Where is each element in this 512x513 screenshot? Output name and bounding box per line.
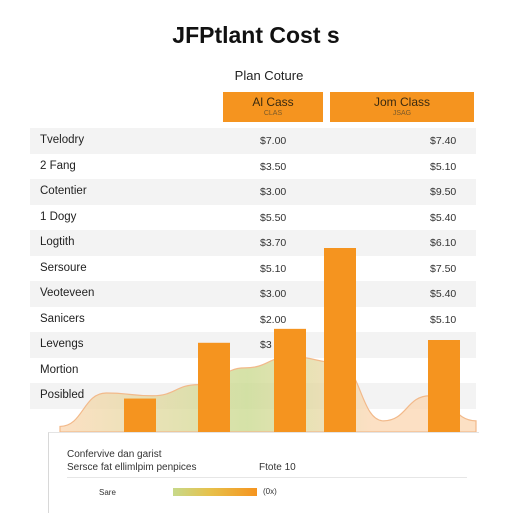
row-label: Veoteveen [40,287,95,299]
column-header-1: Al Cass CLAS [223,92,323,122]
cell-value: $3 [260,339,272,351]
cell-value: $5.10 [430,313,457,326]
legend-label: Sare [99,488,116,497]
cell-value: $5.10 [260,262,287,275]
column-header-2-name: Jom Class [373,95,430,109]
footer-divider [67,477,467,478]
cell-value: $3.70 [260,237,287,249]
row-label: Tvelodry [40,134,85,146]
bar [428,340,460,432]
cell-value: $3.50 [260,160,287,173]
table-row: 1 Dogy $5.50 $5.40 [30,205,476,231]
table-row: Mortion [30,358,476,384]
column-header-2: Jom Class JSAG [330,92,474,122]
cell-value: $5.40 [430,288,457,300]
cell-value: $5.50 [260,211,287,224]
table-row: Sersoure $5.10 $7.50 [30,256,476,282]
column-header-1-name: Al Cass [252,95,294,109]
table-row: Logtith $3.70 $6.10 [30,230,476,256]
cell-value: $3.00 [260,186,287,198]
table-row: Tvelodry $7.00 $7.40 [30,128,476,154]
cell-value: $2.00 [260,313,287,326]
row-label: Sersoure [40,261,87,274]
table-row: 2 Fang $3.50 $5.10 [30,154,476,180]
legend-value: (0x) [263,487,277,496]
cell-value: $5.40 [430,211,457,224]
footer-panel: Confervive dan garist Sersce fat ellimlp… [48,432,479,513]
table-row: Cotentier $3.00 $9.50 [30,179,476,205]
table-row: Veoteveen $3.00 $5.40 [30,281,476,307]
cell-value: $7.00 [260,135,287,147]
row-label: Mortion [40,363,79,376]
bar [198,342,230,432]
cell-value: $3.00 [260,288,287,300]
cell-value: $9.50 [430,186,457,198]
chart-subtitle: Plan Coture [234,68,304,83]
cell-value: $6.10 [430,237,457,249]
legend-color-bar [173,488,257,496]
row-label: Sanicers [40,312,85,325]
table-row: Sanicers $2.00 $5.10 [30,307,476,333]
cell-value: $7.40 [430,135,457,147]
row-label: Posibled [40,389,85,401]
column-header-2-sub: JSAG [392,110,412,117]
row-label: Logtith [40,236,75,248]
row-label: 2 Fang [40,159,76,172]
area-series [59,356,477,433]
footer-note-1: Confervive dan garist [67,449,162,460]
bar [274,328,306,432]
footer-note-2: Sersce fat ellimlpim penpices [67,462,197,473]
table-row: Levengs$3$2.10 [30,332,476,358]
bar [324,248,356,432]
cell-value: $7.50 [430,262,457,275]
cell-value: $5.10 [430,160,457,173]
footer-note-3: Ftote 10 [259,462,296,473]
column-header-1-sub: CLAS [263,110,283,117]
bar [124,398,156,432]
row-label: Levengs [40,338,84,350]
chart-title: JFPtlant Cost s [172,22,340,48]
row-label: Cotentier [40,185,87,197]
row-label: 1 Dogy [40,210,77,223]
